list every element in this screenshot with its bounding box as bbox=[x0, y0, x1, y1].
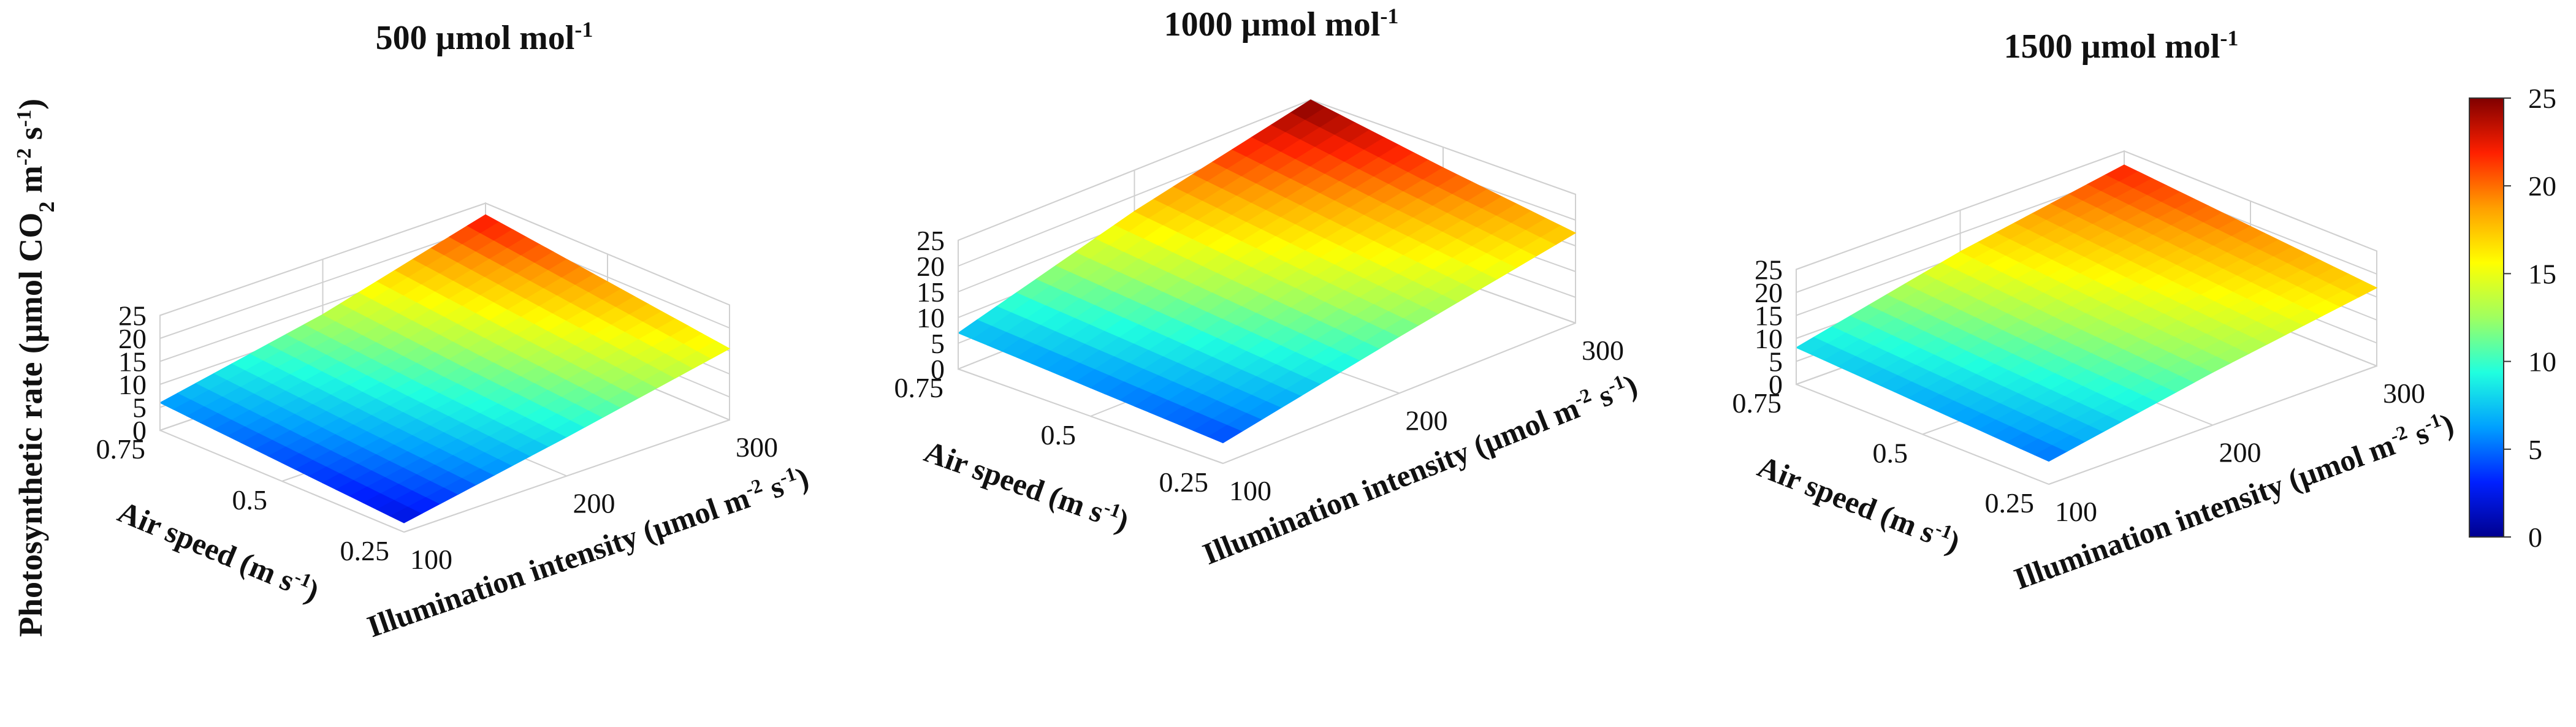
panel-title: 500 µmol mol-1 bbox=[376, 17, 593, 57]
colorbar-tick-label: 5 bbox=[2528, 434, 2542, 465]
y-tick-label: 0.5 bbox=[1041, 419, 1077, 451]
y-tick-label: 0.25 bbox=[1159, 466, 1209, 498]
z-tick-label: 0 bbox=[931, 354, 945, 385]
y-tick-label: 0.75 bbox=[1732, 387, 1782, 419]
surface-patch bbox=[697, 340, 731, 359]
colorbar-tick-label: 0 bbox=[2528, 522, 2542, 553]
x-tick-label: 300 bbox=[1582, 335, 1624, 366]
x-tick-label: 200 bbox=[2219, 437, 2262, 468]
panel-title: 1500 µmol mol-1 bbox=[2004, 26, 2239, 66]
y-tick-label: 0.25 bbox=[340, 535, 390, 566]
x-axis-line bbox=[1222, 322, 1576, 464]
surface-mesh bbox=[159, 214, 731, 523]
z-tick-label: 10 bbox=[118, 369, 147, 400]
y-axis-label: Air speed (m s-1) bbox=[920, 433, 1134, 538]
x-tick-label: 100 bbox=[410, 544, 452, 575]
surface-mesh bbox=[957, 99, 1577, 444]
colorbar: 0 5 10 15 20 25 bbox=[2469, 83, 2556, 553]
z-tick-label: 10 bbox=[916, 302, 945, 333]
x-axis-line bbox=[2048, 365, 2377, 485]
colorbar-tick-label: 20 bbox=[2528, 170, 2556, 202]
x-tick-label: 100 bbox=[1229, 475, 1271, 506]
z-tick-label: 5 bbox=[1769, 346, 1783, 378]
figure-ylabel: Photosynthetic rate (µmol CO2 m-2 s-1) bbox=[12, 99, 59, 637]
z-tick-label: 20 bbox=[118, 323, 147, 354]
z-tick-label: 15 bbox=[916, 276, 945, 308]
colorbar-tick-label: 10 bbox=[2528, 346, 2556, 378]
x-tick-label: 200 bbox=[1406, 405, 1448, 436]
y-axis-label: Air speed (m s-1) bbox=[113, 493, 325, 608]
axes-lines bbox=[159, 315, 730, 533]
z-tick-label: 25 bbox=[916, 225, 945, 256]
z-tick-label: 15 bbox=[1755, 300, 1783, 332]
y-tick-label: 0.75 bbox=[894, 372, 944, 403]
z-tick-label: 0 bbox=[1769, 369, 1783, 400]
surface-mesh bbox=[1795, 164, 2378, 462]
colorbar-bar bbox=[2469, 97, 2504, 538]
z-tick-label: 0 bbox=[132, 415, 147, 446]
y-tick-label: 0.25 bbox=[1985, 487, 2035, 519]
z-tick-label: 5 bbox=[132, 392, 147, 424]
z-tick-label: 25 bbox=[118, 300, 147, 332]
z-tick-label: 5 bbox=[931, 328, 945, 359]
z-tick-label: 20 bbox=[1755, 277, 1783, 308]
panel-title: 1000 µmol mol-1 bbox=[1164, 4, 1399, 44]
x-axis-line bbox=[403, 419, 730, 533]
x-tick-label: 200 bbox=[573, 488, 615, 519]
x-tick-label: 300 bbox=[736, 432, 778, 463]
x-tick-label: 300 bbox=[2383, 378, 2425, 409]
z-tick-label: 20 bbox=[916, 251, 945, 282]
axes-lines bbox=[1796, 269, 2377, 485]
surface-patch bbox=[2344, 280, 2378, 298]
colorbar-ticks: 0 5 10 15 20 25 bbox=[2504, 83, 2556, 553]
y-tick-label: 0.5 bbox=[1873, 438, 1908, 469]
surface-patch bbox=[1540, 225, 1577, 245]
y-tick-label: 0.5 bbox=[232, 484, 268, 516]
y-axis-line bbox=[958, 368, 1224, 464]
y-axis-line bbox=[1796, 384, 2049, 485]
z-tick-label: 15 bbox=[118, 346, 147, 378]
y-axis-label: Air speed (m s-1) bbox=[1753, 448, 1965, 560]
colorbar-tick-label: 25 bbox=[2528, 83, 2556, 114]
axes-lines bbox=[958, 240, 1576, 464]
y-tick-label: 0.75 bbox=[96, 433, 146, 465]
z-tick-label: 25 bbox=[1755, 254, 1783, 286]
colorbar-tick-label: 15 bbox=[2528, 258, 2556, 289]
x-tick-label: 100 bbox=[2055, 496, 2097, 527]
y-axis-line bbox=[159, 430, 405, 533]
z-tick-label: 10 bbox=[1755, 323, 1783, 354]
